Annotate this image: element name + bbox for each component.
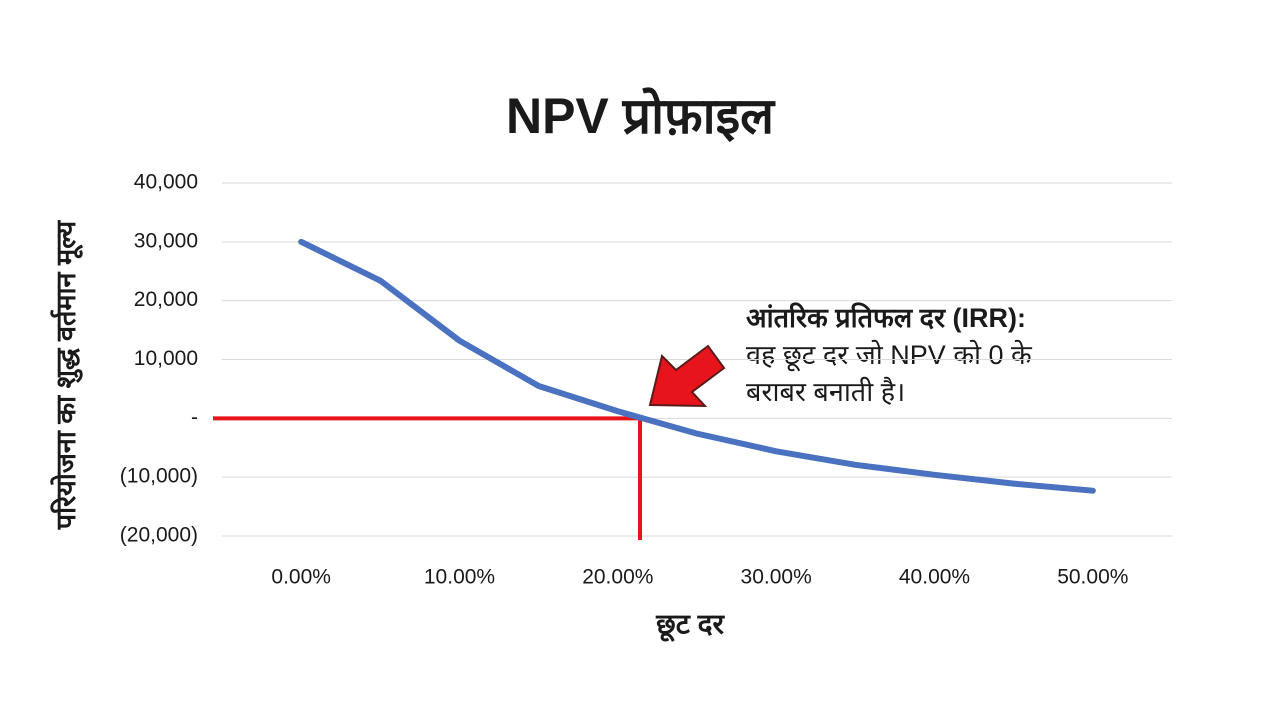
x-tick-label: 50.00% <box>1057 566 1128 589</box>
y-tick-label: 10,000 <box>134 347 198 370</box>
x-tick-label: 30.00% <box>741 566 812 589</box>
y-tick-label: - <box>191 406 198 429</box>
chart-title: NPV प्रोफ़ाइल <box>506 87 776 144</box>
y-tick-label: (10,000) <box>120 465 198 488</box>
x-tick-label: 10.00% <box>424 566 495 589</box>
annotation-box <box>738 296 1142 414</box>
npv-line <box>298 238 1096 494</box>
y-tick-label: 20,000 <box>134 288 198 311</box>
y-tick-label: 30,000 <box>134 229 198 252</box>
annotation-text: बराबर बनाती है। <box>746 376 905 407</box>
x-tick-label: 40.00% <box>899 566 970 589</box>
x-tick-label: 0.00% <box>271 566 331 589</box>
y-axis-title: परियोजना का शुद्ध वर्तमान मूल्य <box>50 219 84 530</box>
annotation-heading: आंतरिक प्रतिफल दर (IRR): <box>746 302 1026 333</box>
y-tick-label: 40,000 <box>134 171 198 194</box>
x-axis-title: छूट दर <box>655 608 725 642</box>
annotation-text: वह छूट दर जो NPV को 0 के <box>746 339 1033 372</box>
annotation-arrow <box>648 344 726 408</box>
y-tick-label: (20,000) <box>120 524 198 547</box>
x-tick-label: 20.00% <box>582 566 653 589</box>
